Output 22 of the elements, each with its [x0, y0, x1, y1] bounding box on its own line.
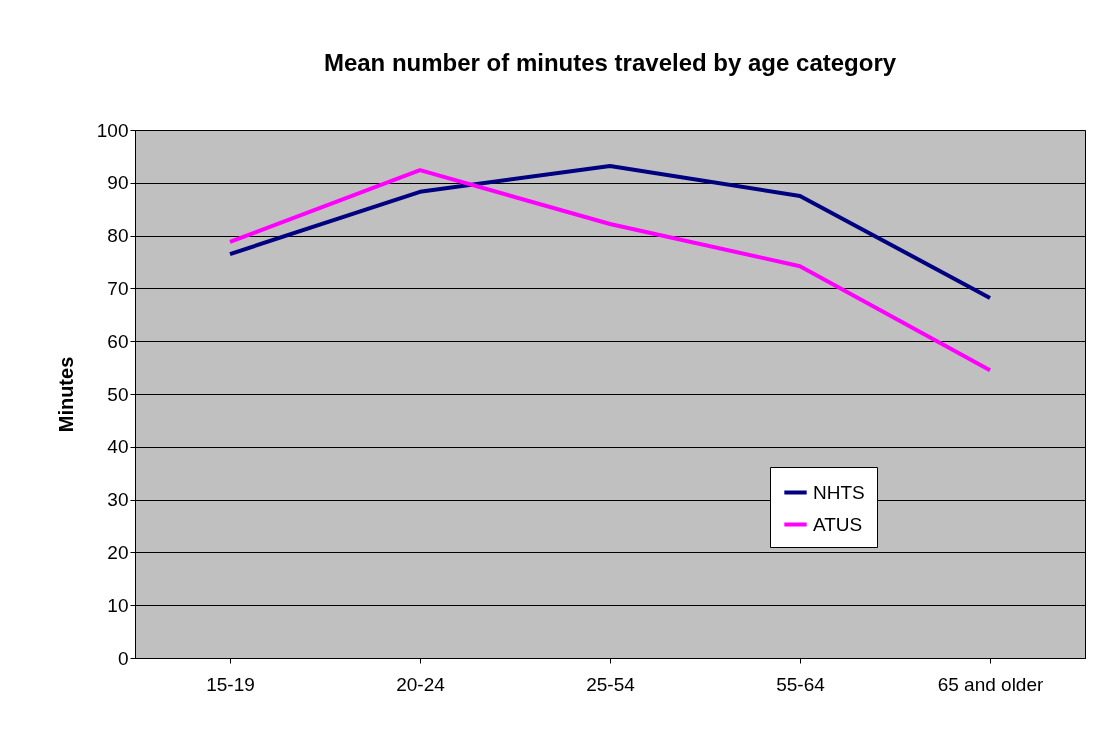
- y-tick-label: 20: [107, 541, 129, 563]
- x-tick-label: 65 and older: [937, 673, 1044, 695]
- x-tick-label: 55-64: [776, 673, 826, 695]
- y-tick-label: 70: [107, 277, 129, 299]
- y-tick-label: 100: [96, 119, 129, 141]
- line-series: [228, 163, 992, 300]
- chart-title: Mean number of minutes traveled by age category: [323, 49, 897, 76]
- line-series: [228, 168, 992, 373]
- y-tick-label: 60: [107, 330, 129, 352]
- legend-label: ATUS: [813, 513, 863, 535]
- y-axis-title: Minutes: [54, 356, 77, 433]
- y-tick-label: 0: [117, 647, 129, 669]
- x-tick-label: 20-24: [396, 673, 446, 695]
- y-tick-label: 50: [107, 383, 129, 405]
- y-tick-label: 10: [107, 594, 129, 616]
- x-tick-label: 25-54: [586, 673, 636, 695]
- x-tick-label: 15-19: [206, 673, 255, 695]
- y-tick-label: 90: [107, 172, 129, 194]
- legend-label: NHTS: [813, 481, 865, 503]
- y-tick-label: 30: [107, 489, 129, 511]
- y-tick-label: 80: [107, 225, 129, 247]
- y-tick-label: 40: [107, 436, 129, 458]
